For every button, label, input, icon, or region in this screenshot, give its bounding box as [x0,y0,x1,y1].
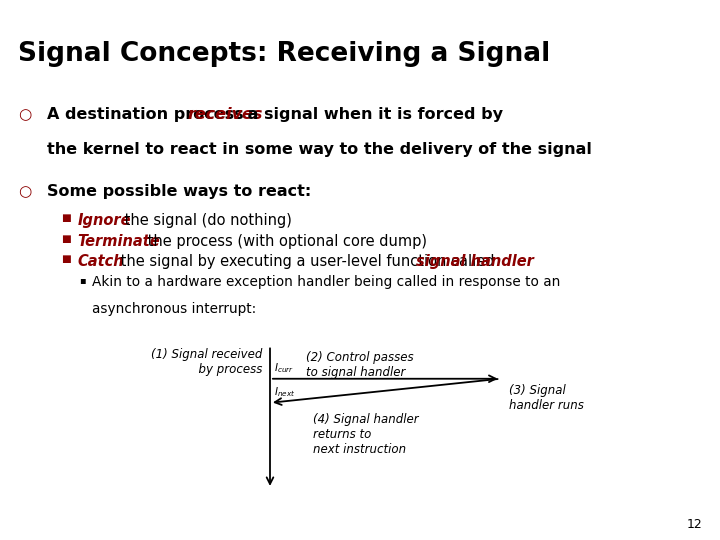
Text: Akin to a hardware exception handler being called in response to an: Akin to a hardware exception handler bei… [92,275,561,289]
Text: 12: 12 [686,518,702,531]
Text: A destination process: A destination process [47,107,249,123]
Text: signal handler: signal handler [416,254,534,269]
Text: $I_{next}$: $I_{next}$ [274,385,295,399]
Text: ■: ■ [61,254,71,265]
Text: asynchronous interrupt:: asynchronous interrupt: [92,302,256,316]
Text: the signal (do nothing): the signal (do nothing) [120,213,292,228]
Text: the kernel to react in some way to the delivery of the signal: the kernel to react in some way to the d… [47,142,592,157]
Text: Signal Concepts: Receiving a Signal: Signal Concepts: Receiving a Signal [18,41,550,67]
Text: Carnegie Mellon: Carnegie Mellon [613,10,709,18]
Text: a signal when it is forced by: a signal when it is forced by [242,107,503,123]
Text: (2) Control passes
to signal handler: (2) Control passes to signal handler [306,350,413,379]
Text: the process (with optional core dump): the process (with optional core dump) [143,234,426,249]
Text: $I_{curr}$: $I_{curr}$ [274,361,294,375]
Text: (3) Signal
handler runs: (3) Signal handler runs [509,384,584,412]
Text: ■: ■ [61,234,71,244]
Text: (1) Signal received
      by process: (1) Signal received by process [151,348,263,376]
Text: (4) Signal handler
returns to
next instruction: (4) Signal handler returns to next instr… [313,413,419,456]
Text: Some possible ways to react:: Some possible ways to react: [47,184,311,199]
Text: receives: receives [188,107,264,123]
Text: the signal by executing a user-level function called: the signal by executing a user-level fun… [116,254,499,269]
Text: ○: ○ [18,107,31,123]
Text: ▪: ▪ [79,275,86,285]
Text: Catch: Catch [78,254,125,269]
Text: ■: ■ [61,213,71,224]
Text: ○: ○ [18,184,31,199]
Text: Ignore: Ignore [78,213,131,228]
Text: Terminate: Terminate [78,234,161,249]
